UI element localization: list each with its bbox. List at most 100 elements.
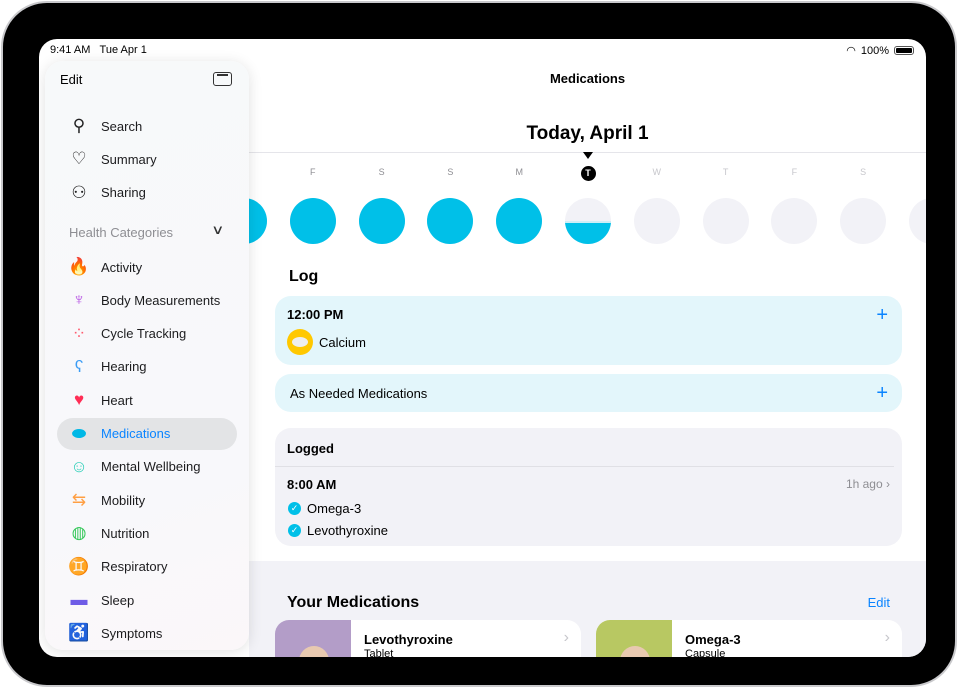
sidebar-item-sharing[interactable]: ⚇ Sharing [57,177,237,209]
sidebar-item-label: Activity [101,259,143,275]
sidebar-item-label: Nutrition [101,525,150,541]
scheduled-card[interactable]: 12:00 PM + Calcium [275,296,902,365]
lungs-icon: ♊ [68,556,90,576]
your-medications-heading: Your Medications [287,594,420,611]
logged-heading: Logged [287,441,334,456]
sidebar-item-label: Medications [101,426,171,441]
divider [275,466,894,467]
day-adherence-circle[interactable] [427,198,474,244]
sidebar-item-sleep[interactable]: ▬ Sleep [57,584,237,616]
flame-icon: 🔥 [68,257,90,276]
logged-ago-link[interactable]: 1h ago › [845,477,890,491]
day-letter[interactable]: S [378,167,385,177]
adherence-fill [358,198,405,244]
sidebar-item-respiratory[interactable]: ♊ Respiratory [57,551,237,583]
scheduled-time: 12:00 PM [287,307,344,322]
sidebar-item-label: Summary [101,151,157,167]
sidebar-item-label: Body Measurements [101,292,221,308]
day-adherence-circle[interactable] [702,198,749,244]
logged-item-name: Levothyroxine [307,523,388,538]
symptoms-icon: ♿ [68,623,90,643]
sidebar-item-mobility[interactable]: ⇆ Mobility [57,484,237,516]
add-as-needed-button[interactable]: + [876,382,888,404]
sidebar: Edit ⚲ Search ♡ Summary ⚇ Sharing Health Cate… [45,61,249,650]
sidebar-item-label: Heart [101,392,133,408]
day-adherence-circle[interactable] [496,198,543,244]
status-date: Tue Apr 1 [99,44,147,56]
as-needed-label: As Needed Medications [290,386,428,401]
sidebar-item-symptoms[interactable]: ♿ Symptoms [57,617,237,649]
logged-card: Logged 8:00 AM 1h ago › ✓ Omega-3 ✓ Levothy… [275,428,902,546]
heart-outline-icon: ♡ [71,149,87,169]
sidebar-item-label: Hearing [101,359,147,375]
figure-icon: ♆ [72,290,86,310]
chevron-down-icon[interactable]: ∨ [211,222,225,237]
status-bar: 9:41 AM Tue Apr 1 ◠ 100% [50,44,914,57]
section-header: Health Categories [69,225,174,240]
day-letter[interactable]: S [447,167,454,177]
day-adherence-circle[interactable] [289,198,336,244]
logged-item: ✓ Omega-3 [288,501,361,516]
adherence-fill [565,221,611,244]
day-letter[interactable]: F [310,167,316,177]
sidebar-item-label: Mental Wellbeing [101,459,201,475]
medication-type: Tablet [364,648,394,657]
sidebar-item-activity[interactable]: 🔥 Activity [57,251,237,283]
pill-icon [287,329,313,355]
add-scheduled-button[interactable]: + [876,304,888,326]
people-icon: ⚇ [71,182,87,202]
medication-card[interactable]: Omega-3 Capsule › [596,620,902,657]
sidebar-item-nutrition[interactable]: ◍ Nutrition [57,517,237,549]
day-adherence-circle[interactable] [565,198,611,244]
as-needed-card[interactable]: As Needed Medications + [275,374,902,412]
sidebar-toggle-icon[interactable] [213,72,232,86]
sidebar-item-medications[interactable]: ⬬ Medications [57,417,237,450]
day-adherence-circle[interactable] [840,198,887,244]
today-marker-icon [583,152,593,159]
apple-icon: ◍ [71,523,87,543]
sidebar-item-search[interactable]: ⚲ Search [57,110,237,142]
day-letter[interactable]: T [722,167,729,177]
day-adherence-circle[interactable] [633,198,680,244]
heart-icon: ♥ [73,390,85,410]
day-letter[interactable]: S [860,167,867,177]
day-adherence-circle[interactable] [909,198,926,244]
check-circle-icon: ✓ [288,524,301,537]
medication-image [596,620,672,657]
sidebar-item-label: Symptoms [101,625,163,641]
medication-card[interactable]: Levothyroxine Tablet › [275,620,581,657]
date-heading: Today, April 1 [526,123,649,144]
sidebar-item-mental-wellbeing[interactable]: ☺ Mental Wellbeing [57,451,237,483]
sidebar-item-label: Search [101,118,143,134]
check-circle-icon: ✓ [288,502,301,515]
arrows-icon: ⇆ [71,490,87,510]
logged-time[interactable]: 8:00 AM [287,477,337,492]
medication-image [275,620,351,657]
sidebar-edit-button[interactable]: Edit [60,72,83,87]
sidebar-item-heart[interactable]: ♥ Heart [57,384,237,416]
logged-ago: 1h ago [845,477,883,491]
logged-item: ✓ Levothyroxine [288,523,388,538]
wifi-icon: ◠ [846,45,856,57]
medication-name: Levothyroxine [364,632,453,647]
adherence-fill [427,198,474,244]
sidebar-item-label: Sleep [101,592,135,608]
sidebar-item-label: Cycle Tracking [101,326,187,342]
chevron-right-icon: › [884,629,890,646]
edit-medications-button[interactable]: Edit [867,595,890,610]
chevron-right-icon: › [563,629,569,646]
sidebar-item-body-measurements[interactable]: ♆ Body Measurements [57,284,237,316]
pills-icon: ⬬ [71,423,87,443]
day-adherence-circle[interactable] [358,198,405,244]
sidebar-item-hearing[interactable]: ʕ Hearing [57,351,237,383]
day-letter[interactable]: F [791,167,798,177]
day-letter[interactable]: M [515,167,523,177]
day-letter[interactable]: W [652,167,662,177]
sidebar-item-cycle-tracking[interactable]: ⁘ Cycle Tracking [57,318,237,350]
day-letter[interactable]: T [580,166,596,181]
scheduled-med-name: Calcium [319,335,366,350]
status-time: 9:41 AM [50,44,91,56]
sidebar-item-summary[interactable]: ♡ Summary [57,143,237,175]
day-adherence-circle[interactable] [771,198,818,244]
